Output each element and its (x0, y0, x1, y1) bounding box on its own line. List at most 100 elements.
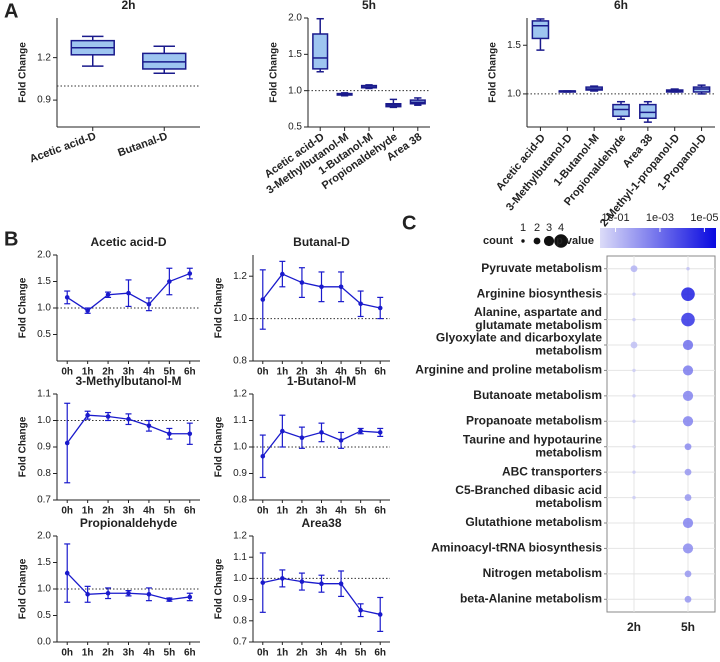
x-tick-label: 3h (123, 648, 135, 659)
size-legend-label: 1 (520, 222, 526, 234)
bubble (682, 339, 694, 351)
x-tick-label: 1h (82, 506, 94, 517)
point (280, 576, 285, 581)
y-tick-label: 0.5 (37, 329, 51, 340)
chart-title: Butanal-D (293, 235, 350, 249)
y-tick-label: 1.5 (288, 49, 302, 60)
bubble (632, 495, 636, 500)
y-tick-label: 0.8 (233, 615, 247, 626)
point (260, 297, 266, 302)
colorbar-tick-label: 1e-01 (601, 212, 629, 224)
y-tick-label: 2.0 (37, 250, 51, 261)
point (105, 414, 111, 419)
pathway-label: Arginine and proline metabolism (415, 363, 602, 377)
pathway-label: Arginine biosynthesis (477, 286, 603, 300)
bubble (684, 468, 692, 476)
bubble (632, 368, 636, 373)
x-tick-label: 0h (257, 367, 269, 378)
pathway-label: Pyruvate metabolism (481, 261, 602, 275)
bubble (630, 341, 638, 349)
box (531, 20, 550, 40)
point (377, 430, 383, 435)
colorbar-tick-label: 1e-03 (646, 212, 674, 224)
y-tick-label: 1.2 (233, 531, 247, 542)
panel-label: B (4, 228, 18, 250)
panel-label: A (4, 0, 18, 22)
point (260, 580, 266, 585)
x-tick-label: 0h (257, 506, 269, 517)
size-legend-dot (521, 239, 525, 243)
box (312, 33, 329, 70)
point (260, 453, 266, 459)
y-tick-label: 1.0 (233, 313, 247, 324)
y-tick-label: 0.9 (37, 95, 51, 106)
size-legend-title: count (483, 235, 513, 247)
x-tick-label: 4h (335, 648, 347, 659)
pathway-label: Nitrogen metabolism (483, 566, 602, 580)
x-tick-label: 4h (143, 506, 155, 517)
point (105, 590, 111, 596)
bubble (630, 265, 638, 273)
x-tick-label: 2h (102, 506, 114, 517)
x-tick-label: 4h (143, 648, 155, 659)
point (167, 597, 172, 602)
x-tick-label: 0h (257, 648, 269, 659)
point (64, 570, 70, 576)
point (319, 581, 324, 586)
x-tick-label: 0h (61, 506, 73, 517)
point (338, 438, 344, 443)
point (146, 423, 152, 429)
x-tick-label: 2h (627, 620, 641, 634)
y-axis-label: Fold Change (214, 277, 225, 338)
y-axis-label: Fold Change (18, 42, 29, 103)
y-tick-label: 0.8 (233, 495, 247, 506)
point (64, 295, 70, 300)
point (187, 271, 193, 276)
x-tick-label: 3h (123, 506, 135, 517)
point (299, 280, 305, 285)
x-tick-label: 6h (374, 506, 386, 517)
chart-title: 3-Methylbutanol-M (76, 374, 182, 388)
chart-title: 6h (614, 0, 628, 12)
x-tick-label: 3h (316, 648, 328, 659)
bubble (686, 267, 690, 271)
size-legend-label: 4 (558, 222, 564, 234)
bubble (632, 419, 636, 423)
x-tick-label: 0h (61, 367, 73, 378)
x-tick-label: 2h (296, 506, 308, 517)
x-tick-label: 3h (123, 367, 135, 378)
y-axis-label: Fold Change (214, 558, 225, 619)
x-tick-label: 3h (316, 367, 328, 378)
point (338, 284, 344, 290)
pathway-label: Glyoxylate and dicarboxylate (436, 331, 602, 345)
bubble (684, 494, 692, 501)
y-tick-label: 1.0 (37, 415, 51, 426)
bubble (681, 312, 695, 327)
pathway-label: Aminoacyl-tRNA biosynthesis (431, 541, 602, 555)
x-tick-label: 2h (102, 648, 114, 659)
y-axis-label: Fold Change (269, 42, 280, 103)
y-tick-label: 2.0 (37, 531, 51, 542)
x-tick-label: 6h (184, 648, 196, 659)
y-tick-label: 0.5 (37, 610, 51, 621)
bubble (632, 317, 636, 322)
size-legend-label: 3 (546, 222, 552, 234)
bubble (682, 365, 694, 376)
x-tick-label: Acetic acid-D (28, 130, 98, 165)
y-tick-label: 1.5 (37, 276, 51, 287)
size-legend-dot (533, 237, 541, 245)
point (64, 440, 70, 446)
pathway-label: C5-Branched dibasic acid (455, 483, 602, 497)
bubble (632, 292, 636, 296)
y-tick-label: 1.1 (233, 415, 247, 426)
point (126, 590, 131, 596)
y-tick-label: 1.0 (37, 303, 51, 314)
x-tick-label: 5h (681, 620, 695, 634)
pathway-label: metabolism (535, 344, 602, 358)
y-tick-label: 1.0 (37, 584, 51, 595)
x-tick-label: 2h (296, 367, 308, 378)
point (167, 279, 172, 284)
x-tick-label: 5h (355, 648, 367, 659)
pathway-label: Taurine and hypotaurine (463, 432, 602, 446)
y-tick-label: 1.5 (507, 40, 521, 51)
